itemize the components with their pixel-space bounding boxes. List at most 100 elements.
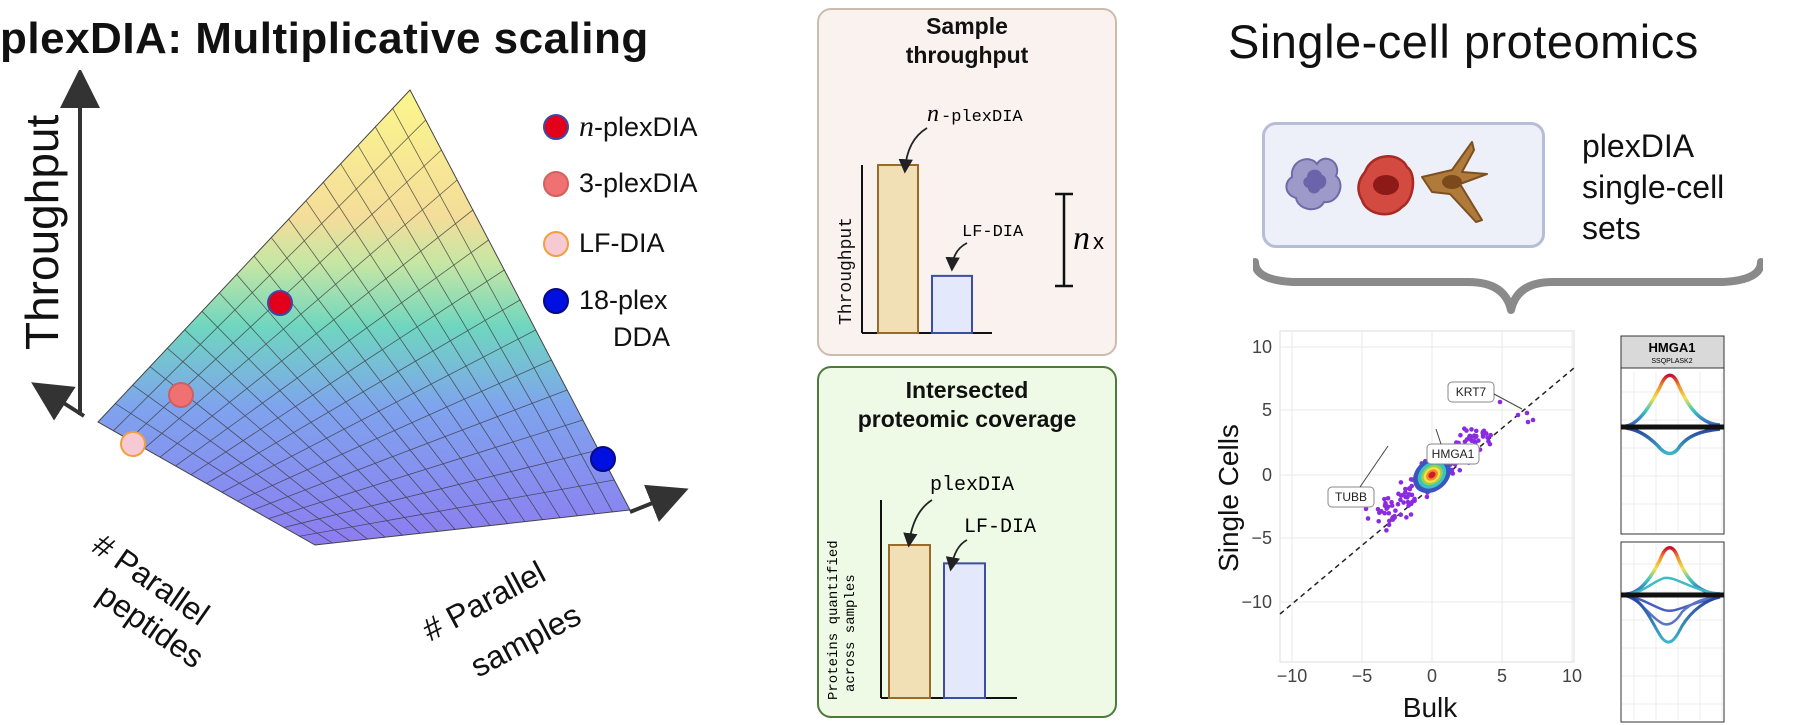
scatter-xlabel: Bulk bbox=[1403, 692, 1458, 723]
scatter-point bbox=[1464, 437, 1470, 442]
label-lf-dia: LF-DIA bbox=[964, 516, 1036, 539]
annotation-hmga1-box bbox=[1426, 443, 1480, 465]
scatter-point bbox=[1384, 506, 1389, 512]
legend-dot-icon bbox=[543, 230, 569, 257]
x-tick-3: 0 bbox=[1427, 666, 1437, 686]
peak-plot-top bbox=[1620, 367, 1725, 535]
epithelial-cell-icon bbox=[1357, 155, 1415, 216]
peak-plot-bottom bbox=[1620, 541, 1725, 723]
arrow-lf-dia bbox=[945, 539, 968, 572]
y-tick-2: 5 bbox=[1262, 400, 1272, 420]
scatter-point bbox=[1497, 399, 1503, 405]
scatter-point bbox=[1386, 522, 1392, 528]
x-tick-2: −5 bbox=[1352, 666, 1373, 686]
peak-multi-curve-4 bbox=[1625, 594, 1721, 644]
title-line2: throughput bbox=[905, 42, 1029, 68]
scatter-point bbox=[1398, 497, 1403, 503]
legend-label-dda: DDA bbox=[613, 322, 671, 352]
multiplicative-surface-diagram: Throughput # Parallel peptides # Paralle… bbox=[16, 70, 689, 684]
annotation-tubb-box bbox=[1327, 486, 1375, 508]
scatter-point bbox=[1530, 417, 1536, 423]
arrow-lf-dia bbox=[945, 242, 968, 272]
annotation-hmga1-leader bbox=[1435, 428, 1442, 445]
scatter-point bbox=[1524, 410, 1530, 416]
cell-illustrations bbox=[1285, 141, 1488, 223]
surface-grid-line bbox=[283, 449, 599, 528]
x-tick-1: −10 bbox=[1277, 666, 1308, 686]
bulk-vs-single-cell-scatter: KRT7 HMGA1 TUBB −10 −5 0 5 10 10 5 0 −5 … bbox=[1213, 330, 1582, 723]
coverage-y-label-line1: Proteins quantified bbox=[826, 540, 842, 700]
scatter-point bbox=[1386, 518, 1392, 524]
scatter-point bbox=[1396, 491, 1401, 497]
curly-brace bbox=[1253, 258, 1763, 314]
scatter-point bbox=[1480, 434, 1486, 439]
scatter-point bbox=[1476, 438, 1481, 443]
scatter-point bbox=[1408, 512, 1414, 517]
point-lf-dia bbox=[120, 431, 146, 457]
scatter-point bbox=[1450, 471, 1456, 476]
scatter-point bbox=[1386, 510, 1392, 516]
scatter-point bbox=[1483, 431, 1489, 436]
right-axis-arrow bbox=[629, 484, 689, 522]
scatter-point bbox=[1404, 515, 1409, 520]
peak-plot-protein: HMGA1 bbox=[1649, 340, 1696, 355]
x-tick-5: 10 bbox=[1562, 666, 1582, 686]
legend-item-n-plexdia: n -plexDIA bbox=[543, 110, 698, 144]
surface-grid-line bbox=[190, 269, 505, 476]
surface-grid-line bbox=[159, 209, 474, 458]
scatter-point bbox=[1375, 506, 1381, 512]
scatter-point bbox=[1403, 486, 1408, 492]
label-lf-dia: LF-DIA bbox=[962, 223, 1024, 242]
peak-upper-curve bbox=[1625, 373, 1721, 428]
peak-multi-curve-1 bbox=[1625, 576, 1721, 596]
scatter-point bbox=[1525, 419, 1531, 425]
fold-n: n bbox=[1073, 220, 1090, 257]
y-tick-1: 10 bbox=[1252, 337, 1272, 357]
scatter-point bbox=[1410, 499, 1415, 504]
label-n-symbol: n bbox=[927, 101, 939, 127]
point-n-plexdia bbox=[267, 290, 293, 316]
legend-label: 3-plexDIA bbox=[579, 168, 698, 198]
sample-throughput-title: Sample throughput bbox=[817, 12, 1117, 70]
point-18-plex-dda bbox=[590, 446, 616, 472]
surface-grid-line bbox=[206, 299, 521, 484]
sets-label: plexDIA single-cell sets bbox=[1582, 126, 1724, 249]
scatter-point bbox=[1392, 513, 1397, 519]
legend-label: 18-plex bbox=[579, 285, 668, 315]
scatter-point bbox=[1384, 528, 1389, 533]
annotation-tubb: TUBB bbox=[1335, 490, 1367, 504]
scatter-point bbox=[1458, 432, 1463, 438]
label-plexdia: plexDIA bbox=[930, 474, 1014, 497]
bar-lf-dia bbox=[943, 562, 986, 699]
bar-n-plexdia bbox=[877, 164, 919, 334]
surface-grid bbox=[113, 108, 615, 544]
scatter-point bbox=[1393, 508, 1398, 513]
surface-grid-line bbox=[268, 419, 583, 520]
label-n-plexdia: -plexDIA bbox=[941, 108, 1023, 127]
scatter-point bbox=[1409, 483, 1415, 489]
hmga1-peak-plots: HMGA1 SSQPLASK2 bbox=[1620, 335, 1725, 723]
coverage-y-label-line2: across samples bbox=[843, 574, 859, 692]
sets-label-line2: single-cell bbox=[1582, 169, 1725, 205]
sets-label-line1: plexDIA bbox=[1582, 128, 1695, 164]
scatter-point bbox=[1389, 499, 1394, 505]
scatter-point bbox=[1401, 500, 1406, 505]
annotation-krt7-leader bbox=[1493, 393, 1523, 410]
y-tick-5: −10 bbox=[1241, 592, 1272, 612]
scatter-point bbox=[1406, 503, 1411, 508]
scatter-point bbox=[1424, 494, 1430, 500]
y-tick-4: −5 bbox=[1251, 528, 1272, 548]
scatter-point bbox=[1403, 490, 1408, 495]
legend-item-3-plexdia: 3-plexDIA bbox=[543, 168, 698, 199]
left-panel-title: plexDIA: Multiplicative scaling bbox=[0, 14, 649, 63]
peak-plot-header bbox=[1620, 335, 1725, 369]
surface-grid-line bbox=[221, 329, 536, 493]
surface-grid-line bbox=[113, 119, 426, 432]
annotation-krt7-box bbox=[1447, 381, 1495, 403]
arrow-plexdia bbox=[903, 499, 933, 548]
surface-grid-line bbox=[175, 239, 489, 467]
arrow-n-plexdia bbox=[898, 127, 928, 174]
bar-plexdia bbox=[888, 544, 931, 699]
fold-x: x bbox=[1093, 229, 1104, 254]
scatter-point bbox=[1469, 427, 1474, 432]
